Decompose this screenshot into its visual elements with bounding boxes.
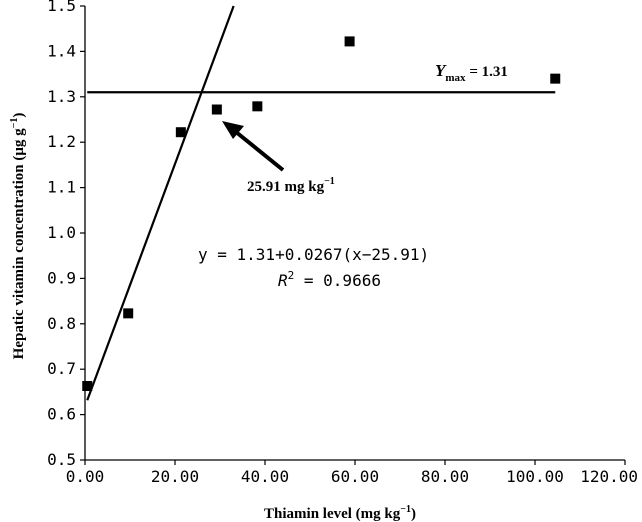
x-tick-label: 60.00: [331, 467, 379, 486]
y-axis-title-text: Hepatic vitamin concentration (μg g: [11, 128, 27, 359]
r-squared-line: R2 = 0.9666: [278, 269, 381, 290]
data-point: [175, 127, 186, 138]
y-axis-title-superscript: −1: [9, 118, 20, 129]
ticks: 0.5 0.6 0.7 0.8 0.9 1.0 1.1 1.2 1.3 1.4 1.5 0.00 20.…: [47, 0, 638, 486]
regression-line: [86, 5, 235, 401]
r-squared-value: = 0.9666: [294, 271, 381, 290]
x-tick-label: 0.00: [66, 467, 105, 486]
ymax-annotation: Ymax = 1.31: [435, 61, 508, 84]
y-tick-label: 1.1: [47, 178, 76, 197]
ymax-subscript: max: [445, 72, 466, 84]
data-point: [211, 104, 222, 115]
arrow-head-icon: [222, 121, 244, 139]
r-squared-superscript: 2: [288, 269, 295, 282]
x-tick-label: 120.00: [580, 467, 638, 486]
breakpoint-superscript: −1: [324, 176, 335, 187]
r-squared-symbol: R: [278, 271, 288, 290]
data-point: [82, 380, 93, 391]
y-tick-label: 1.0: [47, 223, 76, 242]
x-axis-title: Thiamin level (mg kg−1): [264, 504, 416, 522]
fit-lines: [86, 5, 556, 401]
data-point: [550, 73, 561, 84]
y-tick-label: 1.2: [47, 132, 76, 151]
breakpoint-annotation: 25.91 mg kg−1: [247, 176, 335, 195]
y-tick-label: 0.8: [47, 314, 76, 333]
x-tick-label: 20.00: [151, 467, 199, 486]
axis-titles: Thiamin level (mg kg−1)Hepatic vitamin c…: [9, 113, 416, 522]
x-tick-label: 40.00: [241, 467, 289, 486]
x-axis-title-text: Thiamin level (mg kg: [264, 506, 401, 522]
y-tick-label: 0.7: [47, 359, 76, 378]
data-point: [252, 101, 263, 112]
x-axis-title-end: ): [411, 506, 416, 522]
x-tick-label: 100.00: [506, 467, 564, 486]
ymax-symbol: Y: [435, 61, 447, 80]
data-points: [82, 36, 561, 391]
y-axis-title: Hepatic vitamin concentration (μg g−1): [9, 113, 27, 360]
data-point: [123, 308, 134, 319]
y-tick-label: 0.9: [47, 268, 76, 287]
y-tick-label: 1.4: [47, 41, 76, 60]
axes: [84, 6, 625, 461]
data-point: [344, 36, 355, 47]
y-tick-label: 1.3: [47, 87, 76, 106]
y-tick-label: 0.5: [47, 450, 76, 469]
x-tick-label: 80.00: [421, 467, 469, 486]
annotations: Ymax = 1.31 25.91 mg kg−1 y = 1.31+0.0267(…: [198, 61, 508, 290]
x-axis-title-superscript: −1: [400, 504, 411, 515]
y-tick-label: 0.6: [47, 405, 76, 424]
breakpoint-text: 25.91 mg kg: [247, 179, 325, 195]
y-tick-label: 1.5: [47, 0, 76, 15]
arrow-shaft: [234, 130, 285, 172]
y-axis-title-end: ): [11, 113, 27, 118]
ymax-value: = 1.31: [466, 64, 508, 80]
equation-line: y = 1.31+0.0267(x−25.91): [198, 245, 429, 264]
